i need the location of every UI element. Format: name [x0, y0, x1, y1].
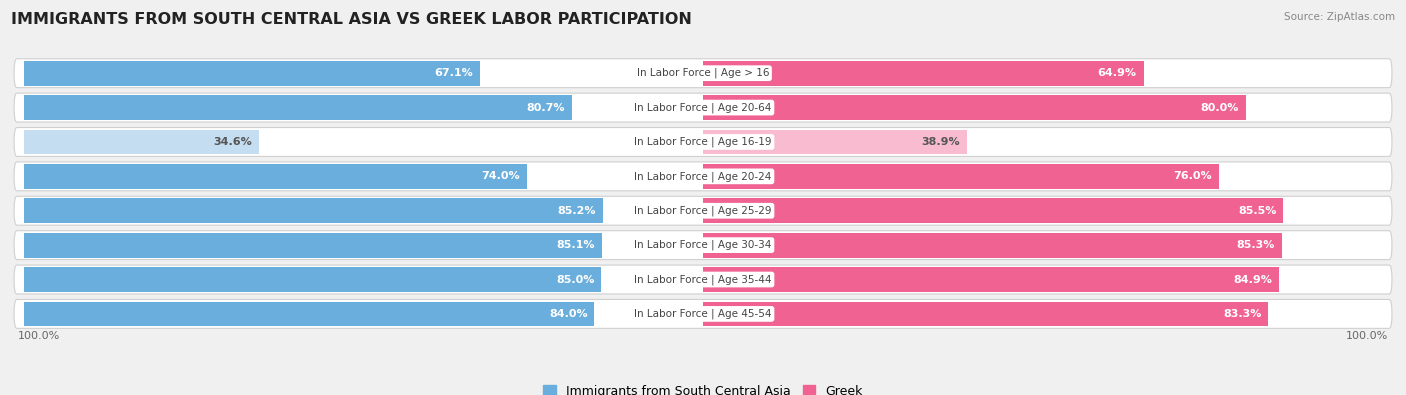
- Text: 83.3%: 83.3%: [1223, 309, 1261, 319]
- Bar: [703, 198, 1284, 223]
- FancyBboxPatch shape: [14, 128, 1392, 156]
- Text: 85.5%: 85.5%: [1239, 206, 1277, 216]
- Text: 38.9%: 38.9%: [921, 137, 960, 147]
- FancyBboxPatch shape: [14, 231, 1392, 260]
- Text: In Labor Force | Age 20-64: In Labor Force | Age 20-64: [634, 102, 772, 113]
- Text: In Labor Force | Age 25-29: In Labor Force | Age 25-29: [634, 205, 772, 216]
- Bar: [24, 95, 572, 120]
- Bar: [703, 61, 1143, 86]
- Text: 84.9%: 84.9%: [1233, 275, 1272, 284]
- Text: In Labor Force | Age 20-24: In Labor Force | Age 20-24: [634, 171, 772, 182]
- Text: 76.0%: 76.0%: [1174, 171, 1212, 181]
- Text: 100.0%: 100.0%: [1347, 331, 1389, 341]
- Text: 64.9%: 64.9%: [1098, 68, 1136, 78]
- Text: 85.1%: 85.1%: [557, 240, 595, 250]
- Bar: [24, 164, 526, 189]
- Text: Source: ZipAtlas.com: Source: ZipAtlas.com: [1284, 12, 1395, 22]
- Text: 74.0%: 74.0%: [481, 171, 520, 181]
- FancyBboxPatch shape: [14, 265, 1392, 294]
- FancyBboxPatch shape: [14, 196, 1392, 225]
- Text: 85.3%: 85.3%: [1237, 240, 1275, 250]
- Bar: [703, 233, 1282, 258]
- Bar: [703, 130, 967, 154]
- Bar: [24, 198, 603, 223]
- FancyBboxPatch shape: [14, 59, 1392, 88]
- Bar: [24, 233, 602, 258]
- Text: 85.0%: 85.0%: [555, 275, 595, 284]
- Legend: Immigrants from South Central Asia, Greek: Immigrants from South Central Asia, Gree…: [543, 385, 863, 395]
- Text: In Labor Force | Age > 16: In Labor Force | Age > 16: [637, 68, 769, 79]
- Text: 80.7%: 80.7%: [527, 103, 565, 113]
- Bar: [24, 301, 595, 326]
- Text: 67.1%: 67.1%: [434, 68, 472, 78]
- Text: 84.0%: 84.0%: [548, 309, 588, 319]
- Bar: [24, 130, 259, 154]
- Bar: [703, 95, 1246, 120]
- Text: 34.6%: 34.6%: [214, 137, 252, 147]
- Text: IMMIGRANTS FROM SOUTH CENTRAL ASIA VS GREEK LABOR PARTICIPATION: IMMIGRANTS FROM SOUTH CENTRAL ASIA VS GR…: [11, 12, 692, 27]
- Text: In Labor Force | Age 30-34: In Labor Force | Age 30-34: [634, 240, 772, 250]
- Text: 80.0%: 80.0%: [1201, 103, 1239, 113]
- Bar: [703, 301, 1268, 326]
- Text: 100.0%: 100.0%: [17, 331, 59, 341]
- Bar: [24, 267, 602, 292]
- Bar: [703, 164, 1219, 189]
- FancyBboxPatch shape: [14, 299, 1392, 328]
- Text: In Labor Force | Age 16-19: In Labor Force | Age 16-19: [634, 137, 772, 147]
- FancyBboxPatch shape: [14, 93, 1392, 122]
- FancyBboxPatch shape: [14, 162, 1392, 191]
- Bar: [703, 267, 1279, 292]
- Text: In Labor Force | Age 45-54: In Labor Force | Age 45-54: [634, 308, 772, 319]
- Text: 85.2%: 85.2%: [557, 206, 596, 216]
- Bar: [24, 61, 479, 86]
- Text: In Labor Force | Age 35-44: In Labor Force | Age 35-44: [634, 274, 772, 285]
